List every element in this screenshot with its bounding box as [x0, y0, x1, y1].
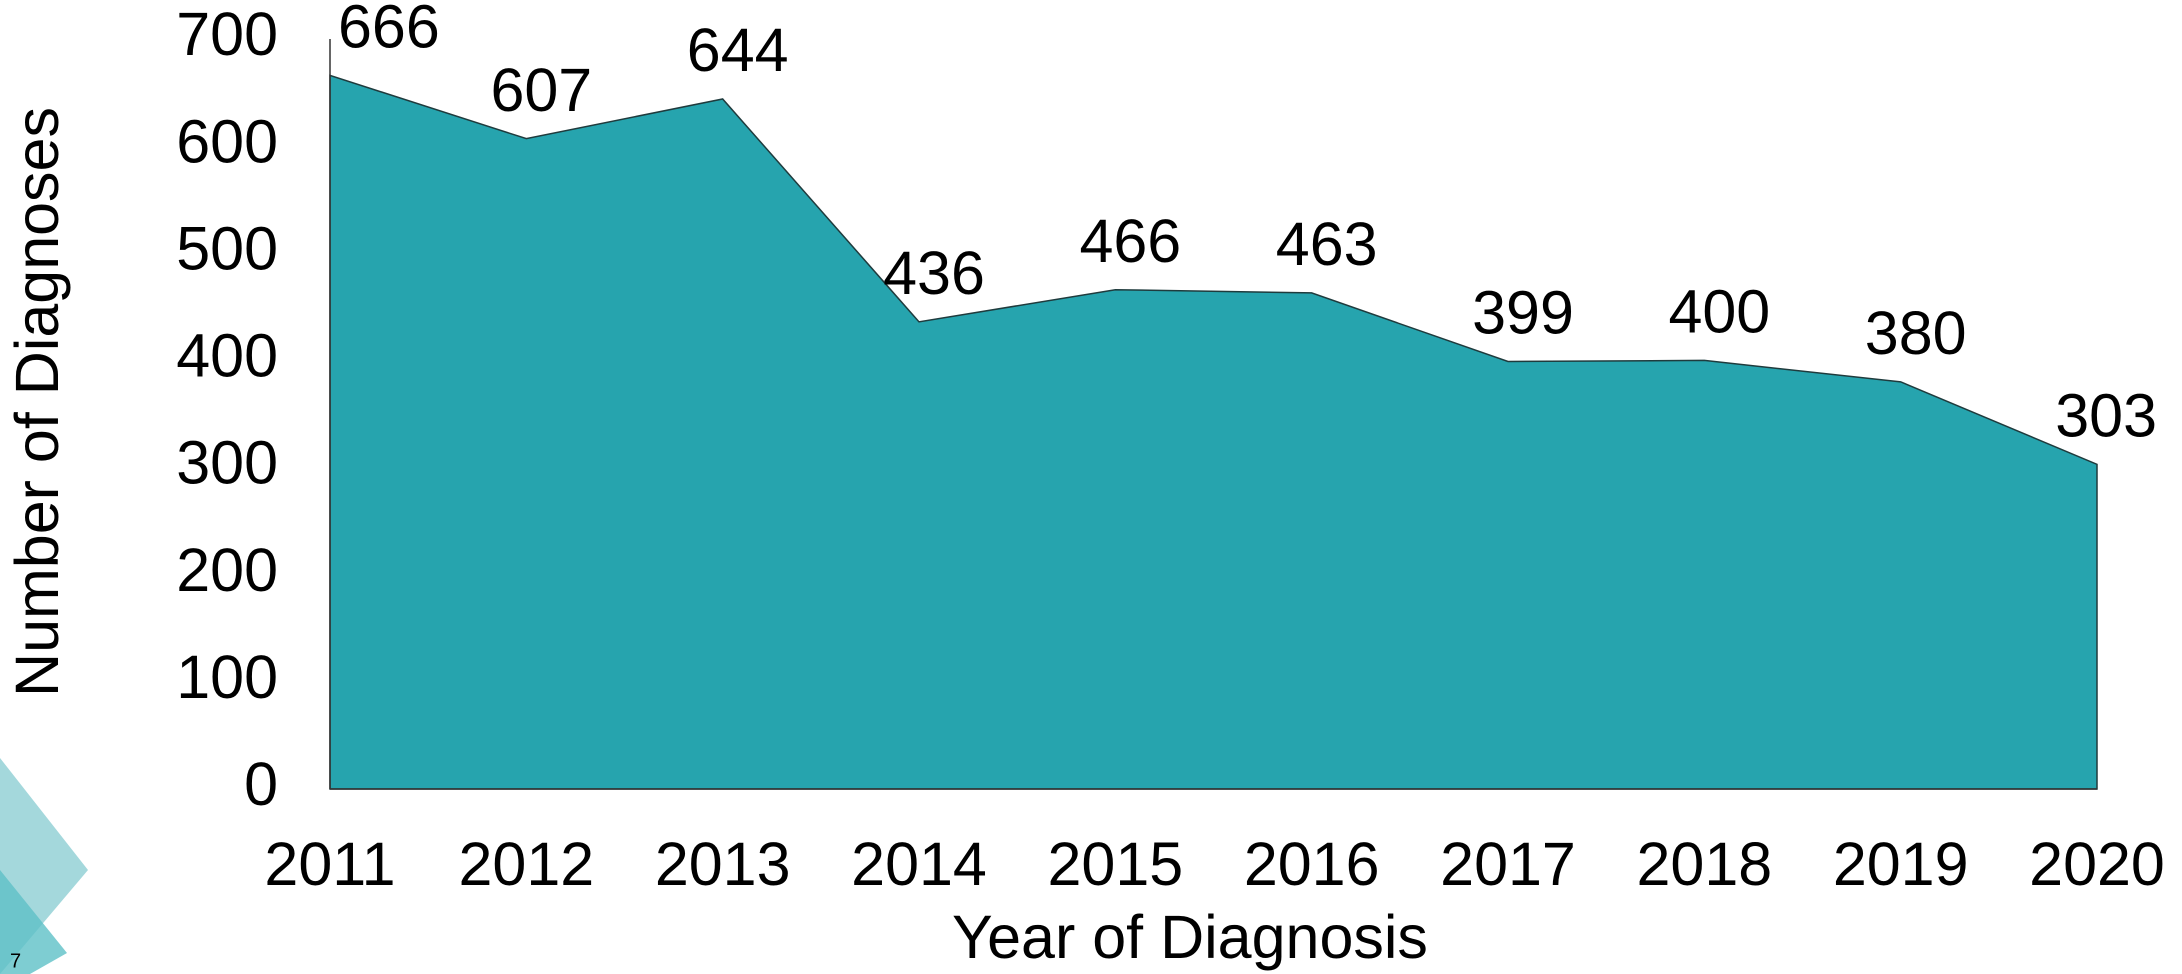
x-tick-label: 2016	[1244, 830, 1380, 898]
y-tick-label: 100	[176, 643, 278, 711]
x-tick-label: 2019	[1833, 830, 1969, 898]
data-label: 436	[883, 239, 985, 307]
x-tick-label: 2013	[655, 830, 791, 898]
area	[329, 74, 2098, 790]
data-label: 463	[1276, 210, 1378, 278]
data-label: 399	[1472, 279, 1574, 347]
x-axis-label: Year of Diagnosis	[952, 903, 1428, 971]
y-tick-label: 700	[176, 0, 278, 68]
y-tick-label: 500	[176, 214, 278, 282]
data-label: 400	[1668, 278, 1770, 346]
x-tick-label: 2018	[1636, 830, 1772, 898]
x-tick-label: 2017	[1440, 830, 1576, 898]
decoration	[0, 870, 67, 974]
slide-number: 7	[10, 950, 21, 972]
y-tick-label: 0	[244, 750, 278, 818]
data-label: 466	[1079, 207, 1181, 275]
data-label: 666	[338, 0, 440, 61]
y-tick-label: 600	[176, 107, 278, 175]
y-axis-label: Number of Diagnoses	[3, 107, 71, 697]
y-tick-label: 200	[176, 536, 278, 604]
x-tick-label: 2014	[851, 830, 987, 898]
x-tick-label: 2011	[264, 830, 395, 898]
x-tick-label: 2012	[458, 830, 594, 898]
x-tick-label: 2020	[2029, 830, 2165, 898]
x-tick-label: 2015	[1047, 830, 1183, 898]
data-label: 644	[687, 16, 789, 84]
data-label: 380	[1865, 299, 1967, 367]
y-tick-label: 300	[176, 429, 278, 497]
data-label: 607	[490, 56, 592, 124]
y-tick-label: 400	[176, 322, 278, 390]
data-label: 303	[2055, 381, 2157, 449]
